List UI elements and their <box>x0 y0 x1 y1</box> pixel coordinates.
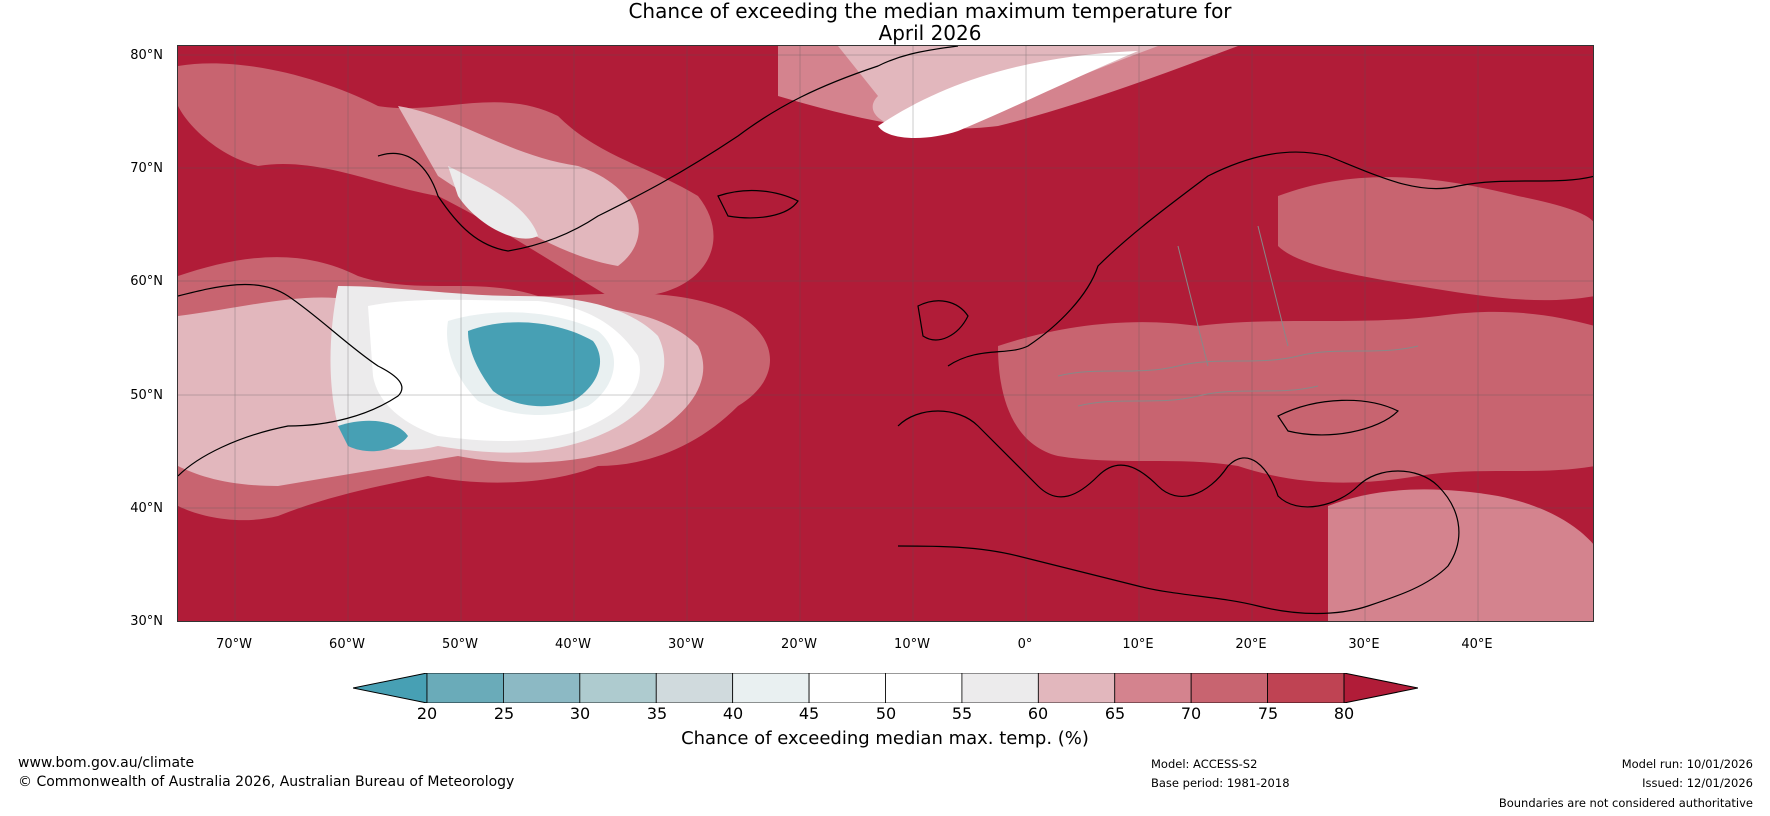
colorbar-tick: 25 <box>493 704 515 723</box>
colorbar-segment <box>426 673 504 703</box>
colorbar-tick: 45 <box>798 704 820 723</box>
map-title: Chance of exceeding the median maximum t… <box>0 0 1770 44</box>
lon-label-30e: 30°E <box>1348 637 1380 652</box>
colorbar-tick: 80 <box>1333 704 1355 723</box>
colorbar-tick: 65 <box>1104 704 1126 723</box>
colorbar-tick: 70 <box>1180 704 1202 723</box>
europe-70-zone <box>998 311 1593 483</box>
disclaimer-text: Boundaries are not considered authoritat… <box>1498 796 1753 810</box>
coastlines <box>178 46 1593 615</box>
colorbar-tick: 20 <box>416 704 438 723</box>
small-20-zone <box>338 420 408 452</box>
title-line-1: Chance of exceeding the median maximum t… <box>628 0 1232 23</box>
colorbar <box>353 673 1418 703</box>
colorbar-extend-high <box>1343 673 1418 703</box>
forecast-map <box>177 45 1594 622</box>
colorbar-tick: 75 <box>1257 704 1279 723</box>
colorbar-tick: 50 <box>875 704 897 723</box>
lat-label-50n: 50°N <box>130 388 163 403</box>
greenland-60-zone <box>448 166 538 239</box>
colorbar-segment <box>732 673 810 703</box>
colorbar-segment <box>961 673 1039 703</box>
colorbar-segment <box>579 673 657 703</box>
east-med-70-zone <box>1328 489 1593 621</box>
lon-label-40e: 40°E <box>1461 637 1493 652</box>
colorbar-segment <box>885 673 963 703</box>
base-period-text: Base period: 1981-2018 <box>1151 776 1290 790</box>
lon-label-10w: 10°W <box>894 637 930 652</box>
colorbar-extend-low <box>353 673 428 703</box>
model-run-text: Model run: 10/01/2026 <box>1621 757 1753 771</box>
lon-label-50w: 50°W <box>442 637 478 652</box>
colorbar-tick: 60 <box>1027 704 1049 723</box>
model-text: Model: ACCESS-S2 <box>1151 757 1258 771</box>
colorbar-segment <box>1114 673 1192 703</box>
colorbar-segment <box>1190 673 1268 703</box>
colorbar-tick: 35 <box>646 704 668 723</box>
arctic-sea-50-zone <box>878 51 1138 138</box>
colorbar-tick: 30 <box>569 704 591 723</box>
lon-label-60w: 60°W <box>329 637 365 652</box>
lon-label-40w: 40°W <box>555 637 591 652</box>
lon-label-30w: 30°W <box>668 637 704 652</box>
colorbar-tick: 40 <box>722 704 744 723</box>
issued-text: Issued: 12/01/2026 <box>1642 776 1753 790</box>
colorbar-segment <box>655 673 734 703</box>
title-line-2: April 2026 <box>878 21 982 45</box>
lon-label-0: 0° <box>1017 637 1033 652</box>
copyright-text: © Commonwealth of Australia 2026, Austra… <box>18 774 515 790</box>
lat-label-70n: 70°N <box>130 161 163 176</box>
lon-label-10e: 10°E <box>1122 637 1154 652</box>
lat-label-60n: 60°N <box>130 274 163 289</box>
colorbar-segment <box>1267 673 1345 703</box>
lon-label-20e: 20°E <box>1235 637 1267 652</box>
lon-label-70w: 70°W <box>216 637 252 652</box>
lon-label-20w: 20°W <box>781 637 817 652</box>
country-borders <box>1057 225 1419 407</box>
scandinavia-70-zone <box>1278 177 1593 301</box>
lat-label-40n: 40°N <box>130 501 163 516</box>
colorbar-segments <box>353 673 1418 703</box>
colorbar-segment <box>1037 673 1116 703</box>
greenland-65-zone <box>398 106 639 266</box>
website-text: www.bom.gov.au/climate <box>18 755 195 771</box>
map-canvas <box>178 46 1593 621</box>
graticule <box>178 46 1593 621</box>
colorbar-label: Chance of exceeding median max. temp. (%… <box>681 728 1089 749</box>
colorbar-segment <box>503 673 581 703</box>
nw-atlantic-20-zone <box>468 322 601 407</box>
lat-label-30n: 30°N <box>130 614 163 629</box>
lat-label-80n: 80°N <box>130 48 163 63</box>
colorbar-segment <box>808 673 886 703</box>
colorbar-tick: 55 <box>951 704 973 723</box>
